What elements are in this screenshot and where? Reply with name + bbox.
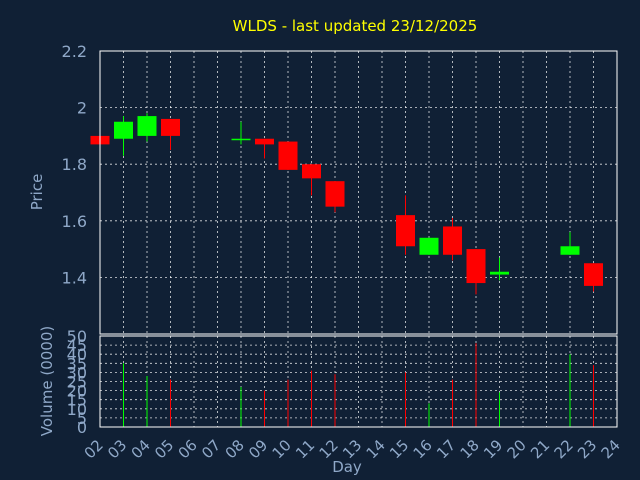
candle-body bbox=[114, 121, 133, 139]
x-tick-label: 19 bbox=[480, 436, 506, 462]
candle-body bbox=[325, 181, 345, 207]
x-tick-label: 21 bbox=[527, 436, 553, 462]
volume-tick-label: 30 bbox=[67, 363, 87, 382]
price-tick-label: 1.4 bbox=[62, 268, 87, 287]
volume-panel-frame bbox=[99, 335, 618, 428]
x-tick-label: 24 bbox=[598, 436, 624, 462]
plot-layer: 2.221.81.61.4504540353025201510500203040… bbox=[62, 42, 624, 462]
x-tick-label: 05 bbox=[151, 436, 177, 462]
candle-body bbox=[466, 249, 486, 284]
volume-tick-label: 50 bbox=[67, 327, 87, 346]
volume-tick-label: 0 bbox=[77, 418, 87, 437]
x-tick-label: 23 bbox=[574, 436, 600, 462]
candle-body bbox=[278, 141, 298, 170]
price-tick-label: 2.2 bbox=[62, 42, 87, 61]
x-tick-label: 08 bbox=[222, 436, 248, 462]
candle-body bbox=[560, 246, 580, 255]
price-tick-label: 2 bbox=[77, 99, 87, 118]
x-tick-label: 10 bbox=[269, 436, 295, 462]
candle-body bbox=[443, 226, 462, 255]
candle-body bbox=[584, 263, 603, 286]
candle-body bbox=[396, 215, 415, 247]
x-tick-label: 17 bbox=[433, 436, 459, 462]
price-tick-label: 1.8 bbox=[62, 155, 87, 174]
candle-body bbox=[490, 271, 509, 275]
x-tick-label: 04 bbox=[128, 436, 154, 462]
x-tick-label: 14 bbox=[363, 436, 389, 462]
volume-axis-label: Volume (0000) bbox=[38, 326, 56, 436]
price-tick-label: 1.6 bbox=[62, 212, 87, 231]
x-tick-label: 20 bbox=[504, 436, 530, 462]
volume-tick-label: 5 bbox=[77, 409, 87, 428]
candle-body bbox=[161, 118, 180, 136]
price-axis-label: Price bbox=[28, 174, 46, 211]
x-tick-label: 03 bbox=[104, 436, 130, 462]
chart-title: WLDS - last updated 23/12/2025 bbox=[233, 17, 478, 35]
candle-body bbox=[419, 237, 439, 255]
volume-tick-label: 10 bbox=[67, 400, 87, 419]
candle-body bbox=[231, 138, 251, 141]
volume-tick-label: 40 bbox=[67, 345, 87, 364]
x-axis-label: Day bbox=[332, 458, 362, 476]
volume-tick-label: 45 bbox=[67, 336, 87, 355]
x-tick-label: 07 bbox=[198, 436, 224, 462]
x-tick-label: 09 bbox=[245, 436, 271, 462]
x-tick-label: 18 bbox=[457, 436, 483, 462]
x-tick-label: 11 bbox=[292, 436, 318, 462]
x-tick-label: 22 bbox=[551, 436, 577, 462]
volume-tick-label: 15 bbox=[67, 391, 87, 410]
x-tick-label: 06 bbox=[175, 436, 201, 462]
x-tick-label: 16 bbox=[410, 436, 436, 462]
candle-body bbox=[302, 164, 321, 179]
volume-tick-label: 35 bbox=[67, 354, 87, 373]
x-tick-label: 15 bbox=[386, 436, 412, 462]
candle-body bbox=[255, 138, 274, 145]
volume-tick-label: 25 bbox=[67, 373, 87, 392]
price-panel-frame bbox=[99, 50, 618, 335]
candle-body bbox=[137, 116, 157, 136]
volume-tick-label: 20 bbox=[67, 382, 87, 401]
x-tick-label: 02 bbox=[81, 436, 107, 462]
